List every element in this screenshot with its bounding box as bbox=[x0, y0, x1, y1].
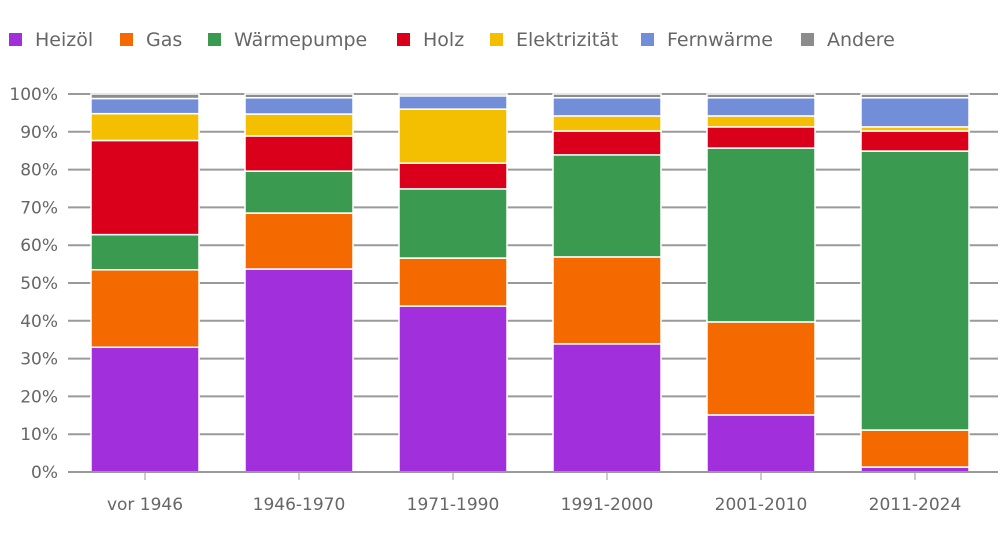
bar-segment[interactable] bbox=[90, 269, 200, 349]
x-tick-label: 2001-2010 bbox=[715, 495, 808, 515]
bar-segment[interactable] bbox=[706, 93, 816, 99]
legend-label: Holz bbox=[423, 29, 464, 51]
bar-segment[interactable] bbox=[398, 93, 508, 97]
bar-stack bbox=[398, 93, 508, 473]
y-tick-label: 70% bbox=[20, 198, 58, 218]
bar-segment[interactable] bbox=[706, 147, 816, 323]
bar-segment[interactable] bbox=[860, 93, 970, 99]
bar-segment[interactable] bbox=[552, 154, 662, 258]
bar-segment[interactable] bbox=[244, 97, 354, 115]
bar-segment[interactable] bbox=[398, 188, 508, 259]
bar-segment[interactable] bbox=[398, 162, 508, 190]
bars bbox=[90, 93, 970, 473]
bar-segment[interactable] bbox=[90, 97, 200, 115]
legend-item[interactable]: Holz bbox=[397, 29, 464, 51]
legend-label: Elektrizität bbox=[516, 29, 618, 51]
y-tick-label: 30% bbox=[20, 350, 58, 370]
bar-stack bbox=[706, 93, 816, 473]
legend: Heizöl Gas Wärmepumpe Holz Elektrizität Fernw… bbox=[9, 29, 895, 51]
bar-segment[interactable] bbox=[552, 97, 662, 117]
bar-segment[interactable] bbox=[706, 414, 816, 473]
bar-segment[interactable] bbox=[244, 135, 354, 172]
bar-segment[interactable] bbox=[244, 268, 354, 473]
bar-segment[interactable] bbox=[706, 126, 816, 149]
bar-segment[interactable] bbox=[552, 256, 662, 345]
legend-label: Fernwärme bbox=[667, 29, 773, 51]
legend-label: Andere bbox=[827, 29, 895, 51]
y-tick-label: 60% bbox=[20, 236, 58, 256]
bar-stack bbox=[552, 93, 662, 473]
bar-segment[interactable] bbox=[90, 346, 200, 473]
legend-item[interactable]: Gas bbox=[120, 29, 182, 51]
bar-segment[interactable] bbox=[244, 113, 354, 137]
legend-item[interactable]: Fernwärme bbox=[641, 29, 773, 51]
bar-segment[interactable] bbox=[90, 112, 200, 142]
bar-segment[interactable] bbox=[860, 429, 970, 468]
bar-segment[interactable] bbox=[860, 97, 970, 128]
x-tick-label: 1946-1970 bbox=[253, 495, 346, 515]
bar-stack bbox=[90, 93, 200, 473]
bar-segment[interactable] bbox=[244, 212, 354, 270]
bar-segment[interactable] bbox=[244, 93, 354, 99]
bar-segment[interactable] bbox=[860, 130, 970, 152]
legend-swatch bbox=[397, 33, 410, 46]
legend-label: Wärmepumpe bbox=[234, 29, 367, 51]
bar-segment[interactable] bbox=[90, 233, 200, 271]
y-tick-label: 100% bbox=[9, 85, 58, 105]
legend-swatch bbox=[490, 33, 503, 46]
bar-segment[interactable] bbox=[860, 150, 970, 431]
x-axis: vor 1946 1946-1970 1971-1990 1991-2000 2001-… bbox=[68, 471, 998, 515]
legend-swatch bbox=[9, 33, 22, 46]
bar-segment[interactable] bbox=[398, 305, 508, 473]
bar-segment[interactable] bbox=[244, 170, 354, 214]
legend-item[interactable]: Wärmepumpe bbox=[208, 29, 367, 51]
y-tick-label: 10% bbox=[20, 425, 58, 445]
bar-segment[interactable] bbox=[398, 95, 508, 110]
legend-label: Gas bbox=[146, 29, 182, 51]
legend-swatch bbox=[208, 33, 221, 46]
bar-segment[interactable] bbox=[90, 139, 200, 236]
gridlines bbox=[68, 93, 998, 473]
y-tick-label: 40% bbox=[20, 312, 58, 332]
bar-segment[interactable] bbox=[706, 115, 816, 128]
bar-segment[interactable] bbox=[552, 130, 662, 156]
y-tick-label: 80% bbox=[20, 161, 58, 181]
y-tick-label: 20% bbox=[20, 387, 58, 407]
y-tick-label: 90% bbox=[20, 123, 58, 143]
bar-segment[interactable] bbox=[398, 257, 508, 307]
x-tick-label: 1991-2000 bbox=[561, 495, 654, 515]
bar-segment[interactable] bbox=[90, 93, 200, 100]
bar-stack bbox=[860, 93, 970, 473]
bar-segment[interactable] bbox=[552, 343, 662, 473]
bar-segment[interactable] bbox=[552, 115, 662, 132]
x-tick-label: 1971-1990 bbox=[407, 495, 500, 515]
bar-segment[interactable] bbox=[398, 108, 508, 164]
bar-segment[interactable] bbox=[706, 321, 816, 416]
y-axis: 0% 10% 20% 30% 40% 50% 60% 70% 80% 90% 100% bbox=[9, 85, 58, 483]
legend-swatch bbox=[120, 33, 133, 46]
bar-segment[interactable] bbox=[706, 97, 816, 117]
bar-stack bbox=[244, 93, 354, 473]
y-tick-label: 50% bbox=[20, 274, 58, 294]
y-tick-label: 0% bbox=[31, 463, 58, 483]
legend-swatch bbox=[641, 33, 654, 46]
legend-item[interactable]: Andere bbox=[801, 29, 895, 51]
x-tick-label: vor 1946 bbox=[107, 495, 183, 515]
legend-swatch bbox=[801, 33, 814, 46]
x-tick-label: 2011-2024 bbox=[869, 495, 962, 515]
legend-label: Heizöl bbox=[35, 29, 93, 51]
legend-item[interactable]: Heizöl bbox=[9, 29, 93, 51]
legend-item[interactable]: Elektrizität bbox=[490, 29, 618, 51]
bar-segment[interactable] bbox=[552, 93, 662, 99]
